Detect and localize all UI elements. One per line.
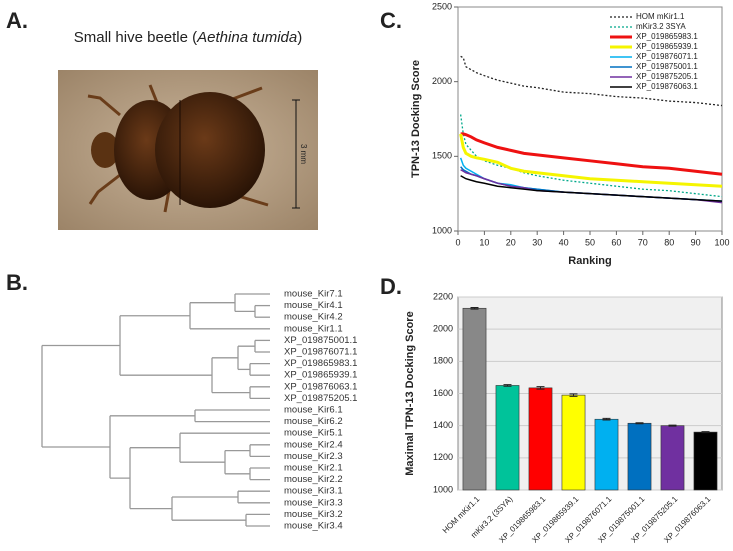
x-tick-label: 20: [506, 237, 516, 247]
legend-label: mKir3.2 3SYA: [636, 22, 686, 31]
legend-label: HOM mKir1.1: [636, 12, 685, 21]
panel-label: C.: [380, 8, 402, 33]
y-tick-label: 1600: [433, 388, 453, 398]
y-tick-label: 1400: [433, 420, 453, 430]
series-line: [460, 55, 723, 107]
bar: [561, 394, 586, 491]
leaf-label: XP_019876063.1: [284, 381, 357, 392]
leaf-label: mouse_Kir3.2: [284, 509, 343, 520]
x-tick-label: 90: [691, 237, 701, 247]
error-bar: [668, 424, 677, 427]
x-tick-label: 10: [479, 237, 489, 247]
leaf-label: XP_019865939.1: [284, 370, 357, 381]
elytra: [155, 92, 265, 208]
leaf-label: mouse_Kir3.3: [284, 497, 343, 508]
leaf-label: mouse_Kir4.1: [284, 300, 343, 311]
leaf-label: XP_019876071.1: [284, 347, 357, 358]
error-bar: [602, 417, 611, 421]
leaf-label: XP_019875205.1: [284, 393, 357, 404]
y-tick-label: 2000: [432, 76, 452, 86]
photo: 3 mm: [58, 70, 318, 230]
photo-title: Small hive beetle (Aethina tumida): [74, 29, 302, 46]
title-part: ): [297, 29, 302, 46]
leaf-label: mouse_Kir3.1: [284, 486, 343, 497]
y-axis-label: TPN-13 Docking Score: [410, 60, 422, 178]
legend-label: XP_019865939.1: [636, 42, 698, 51]
x-tick-label: 30: [532, 237, 542, 247]
legend-label: XP_019865983.1: [636, 32, 698, 41]
error-bar: [701, 431, 710, 434]
series-line: [460, 175, 723, 202]
leaf-label: mouse_Kir2.4: [284, 439, 343, 450]
leaf-label: mouse_Kir4.2: [284, 312, 343, 323]
y-tick-label: 1000: [432, 225, 452, 235]
scale-label: 3 mm: [299, 144, 308, 164]
error-bar: [569, 393, 578, 397]
bar: [528, 387, 553, 491]
leaf-label: mouse_Kir3.4: [284, 521, 343, 532]
bar: [462, 307, 487, 491]
x-axis-label: Ranking: [568, 255, 611, 267]
panel-label: A.: [6, 8, 28, 33]
species: Aethina tumida: [196, 29, 297, 46]
series-line: [459, 133, 723, 188]
y-tick-label: 1500: [432, 151, 452, 161]
error-bar: [635, 422, 644, 425]
bar: [660, 425, 685, 491]
x-tick-label: 100: [714, 237, 729, 247]
error-bar: [503, 384, 512, 387]
legend-label: XP_019875205.1: [636, 72, 698, 81]
x-tick-label: 40: [559, 237, 569, 247]
y-axis-label: Maximal TPN-13 Docking Score: [404, 311, 416, 475]
title-part: Small hive beetle (: [74, 29, 197, 46]
head: [91, 132, 119, 168]
y-tick-label: 1000: [433, 484, 453, 494]
leaf-label: mouse_Kir6.1: [284, 405, 343, 416]
leaf-label: XP_019865983.1: [284, 358, 357, 369]
y-tick-label: 1200: [433, 452, 453, 462]
x-tick-label: 70: [638, 237, 648, 247]
leaf-label: mouse_Kir5.1: [284, 428, 343, 439]
leaf-label: mouse_Kir7.1: [284, 289, 343, 300]
y-tick-label: 2500: [432, 1, 452, 11]
bar: [495, 385, 520, 491]
error-bar: [536, 386, 545, 390]
leaf-label: XP_019875001.1: [284, 335, 357, 346]
legend-label: XP_019876063.1: [636, 82, 698, 91]
y-tick-label: 2000: [433, 324, 453, 334]
leaf-label: mouse_Kir2.2: [284, 474, 343, 485]
y-tick-label: 2200: [433, 291, 453, 301]
legend-label: XP_019875001.1: [636, 62, 698, 71]
bar: [693, 431, 718, 491]
series-line: [460, 132, 723, 176]
bar: [594, 418, 619, 491]
leaf-label: mouse_Kir6.2: [284, 416, 343, 427]
panel-label: B.: [6, 270, 28, 295]
error-bar: [470, 306, 479, 310]
leaf-label: mouse_Kir2.1: [284, 463, 343, 474]
bar: [627, 422, 652, 491]
x-tick-label: 50: [585, 237, 595, 247]
legend-label: XP_019876071.1: [636, 52, 698, 61]
leaf-label: mouse_Kir1.1: [284, 323, 343, 334]
dendrogram: mouse_Kir7.1mouse_Kir4.1mouse_Kir4.2mous…: [41, 289, 357, 532]
x-tick-label: 60: [611, 237, 621, 247]
y-tick-label: 1800: [433, 356, 453, 366]
x-tick-label: 80: [664, 237, 674, 247]
leaf-label: mouse_Kir2.3: [284, 451, 343, 462]
panel-label: D.: [380, 274, 402, 299]
x-tick-label: 0: [455, 237, 460, 247]
